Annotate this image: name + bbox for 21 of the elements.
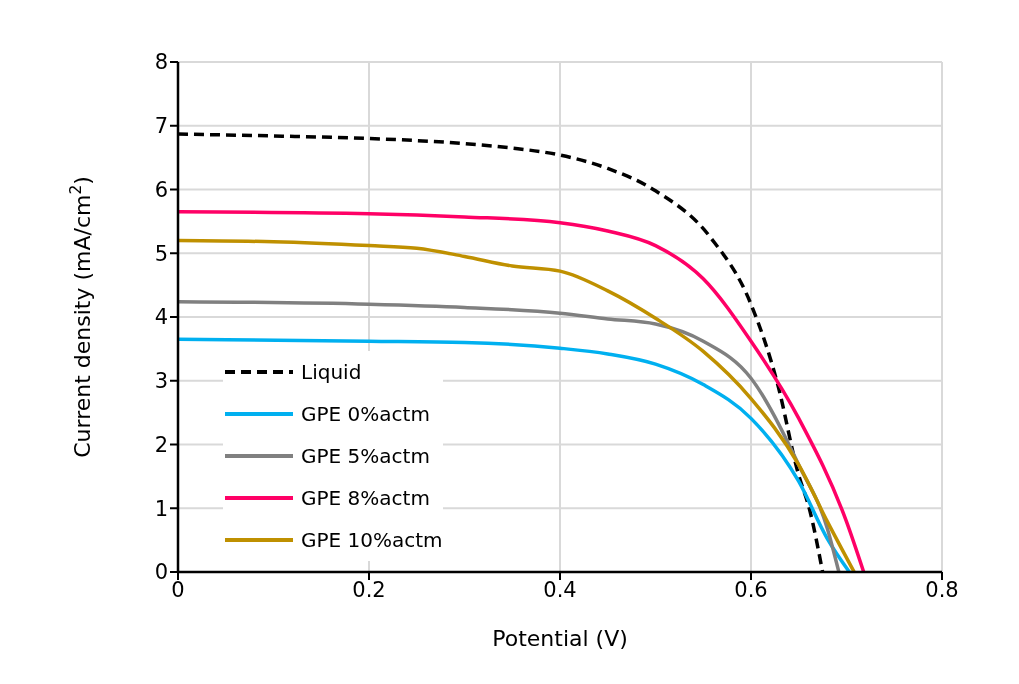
x-axis-title: Potential (V) xyxy=(492,626,628,651)
y-tick-label: 4 xyxy=(154,305,168,330)
x-tick-label: 0.2 xyxy=(352,577,386,602)
legend-label: Liquid xyxy=(301,360,362,384)
y-tick-label: 2 xyxy=(154,432,168,457)
y-tick-label: 1 xyxy=(154,496,168,521)
legend-label: GPE 5%actm xyxy=(301,444,430,468)
y-tick-label: 6 xyxy=(154,177,168,202)
x-tick-label: 0.4 xyxy=(543,577,577,602)
line-series xyxy=(178,337,852,572)
x-tick-label: 0.8 xyxy=(925,577,959,602)
legend-label: GPE 0%actm xyxy=(301,402,430,426)
legend-label: GPE 10%actm xyxy=(301,528,443,552)
y-tick-label: 5 xyxy=(154,241,168,266)
y-tick-label: 8 xyxy=(154,50,168,75)
y-tick-label: 7 xyxy=(154,114,168,139)
x-tick-label: 0.6 xyxy=(734,577,768,602)
y-tick-label: 0 xyxy=(154,560,168,585)
legend-label: GPE 8%actm xyxy=(301,486,430,510)
y-tick-label: 3 xyxy=(154,369,168,394)
x-tick-label: 0 xyxy=(171,577,185,602)
